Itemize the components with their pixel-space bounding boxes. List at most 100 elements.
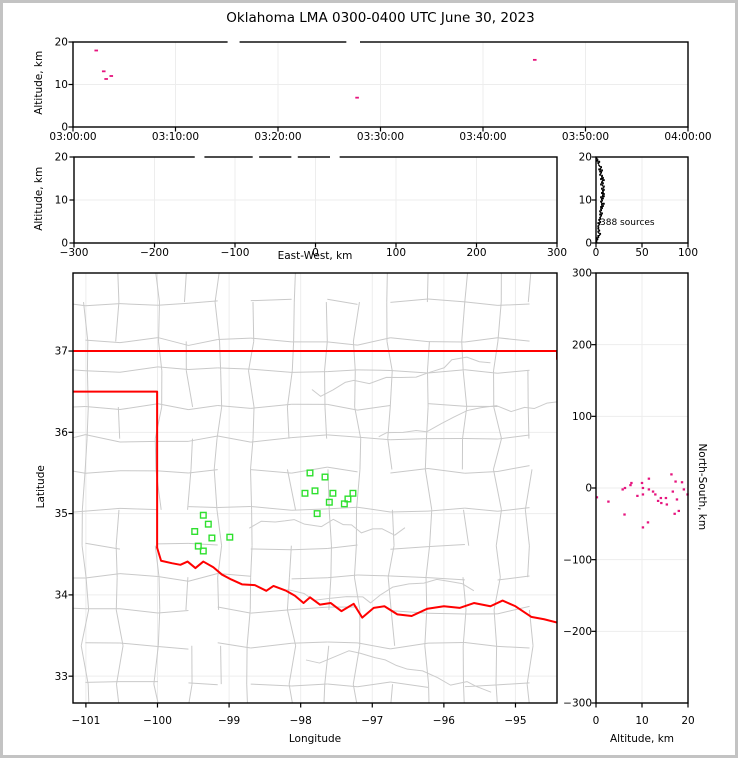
station-square xyxy=(208,534,216,542)
tick-label: −99 xyxy=(218,715,240,727)
altitude-histogram-panel: 0 50 100 0 10 20 xyxy=(579,152,698,259)
tick-label: 300 xyxy=(547,247,567,259)
ns-x-axis-label: Altitude, km xyxy=(609,733,674,745)
p2-ticks: −300 −200 −100 0 100 200 300 0 10 20 xyxy=(55,152,567,259)
tick-label: −97 xyxy=(361,715,383,727)
tick-label: 36 xyxy=(55,427,69,439)
ew-height-y-axis-label: Altitude, km xyxy=(33,166,46,231)
tick-label: 0 xyxy=(312,247,319,259)
tick-label: 03:10:00 xyxy=(152,131,199,143)
tick-label: 37 xyxy=(55,346,68,358)
tick-label: 20 xyxy=(55,37,68,49)
station-square xyxy=(329,489,337,497)
tick-label: −300 xyxy=(60,247,89,259)
tick-label: −101 xyxy=(71,715,100,727)
histogram-annotation: 388 sources xyxy=(600,218,655,228)
tick-label: 0 xyxy=(593,247,600,259)
tick-label: −100 xyxy=(563,554,592,566)
station-square xyxy=(306,469,314,477)
tick-label: 35 xyxy=(55,508,68,520)
tick-label: 0 xyxy=(585,483,592,495)
p5-ticks: 0 10 20 −300 −200 −100 0 100 200 300 xyxy=(563,268,695,727)
p3-histogram-line xyxy=(595,156,605,244)
station-square xyxy=(204,520,212,528)
station-square xyxy=(311,487,319,495)
p3-ticks: 0 50 100 0 10 20 xyxy=(579,152,698,259)
map-station-squares xyxy=(191,469,357,555)
station-square xyxy=(226,533,234,541)
tick-label: 0 xyxy=(61,122,68,134)
time-height-y-axis-label: Altitude, km xyxy=(33,50,46,115)
map-content xyxy=(73,273,557,703)
ew-height-panel: −300 −200 −100 0 100 200 300 0 10 20 xyxy=(55,152,567,259)
tick-label: 20 xyxy=(681,715,694,727)
tick-label: 10 xyxy=(635,715,648,727)
p5-source-points xyxy=(595,473,689,529)
p2-frame-gaps xyxy=(194,155,340,159)
p1-source-points xyxy=(94,49,537,99)
station-square xyxy=(325,498,333,506)
map-river-lines xyxy=(249,356,557,693)
tick-label: −300 xyxy=(563,698,592,710)
tick-label: 10 xyxy=(55,79,68,91)
tick-label: −200 xyxy=(563,626,592,638)
tick-label: −98 xyxy=(290,715,312,727)
map-frame xyxy=(72,272,558,704)
tick-label: 33 xyxy=(55,671,68,683)
p3-gridlines xyxy=(596,157,688,243)
station-square xyxy=(199,547,207,555)
station-square xyxy=(301,489,309,497)
tick-label: 03:30:00 xyxy=(357,131,404,143)
ew-height-x-axis-label: East-West, km xyxy=(277,250,353,262)
station-square xyxy=(313,510,321,518)
tick-label: 10 xyxy=(579,195,592,207)
p1-frame-gaps xyxy=(227,40,360,44)
p1-gridlines xyxy=(73,42,688,127)
station-square xyxy=(194,542,202,550)
tick-label: −200 xyxy=(140,247,169,259)
time-height-panel: 03:00:00 03:10:00 03:20:00 03:30:00 03:40:00… xyxy=(49,37,711,143)
map-ticks: −101 −100 −99 −98 −97 −96 −95 33 34 35 36 37 xyxy=(55,346,527,727)
tick-label: 20 xyxy=(55,152,68,164)
tick-label: 34 xyxy=(55,589,69,601)
tick-label: −100 xyxy=(221,247,250,259)
tick-label: 04:00:00 xyxy=(664,131,711,143)
station-square xyxy=(340,500,348,508)
station-square xyxy=(199,511,207,519)
tick-label: 03:00:00 xyxy=(49,131,96,143)
tick-label: 0 xyxy=(585,238,592,250)
map-panel: −101 −100 −99 −98 −97 −96 −95 33 34 35 36 37 xyxy=(55,272,558,727)
tick-label: −100 xyxy=(143,715,172,727)
tick-label: 0 xyxy=(593,715,600,727)
tick-label: 03:40:00 xyxy=(459,131,506,143)
p1-ticks: 03:00:00 03:10:00 03:20:00 03:30:00 03:40:00… xyxy=(49,37,711,143)
station-square xyxy=(321,473,329,481)
map-x-axis-label: Longitude xyxy=(288,733,342,745)
map-state-border xyxy=(73,350,557,624)
tick-label: 300 xyxy=(572,268,592,280)
station-square xyxy=(344,495,352,503)
tick-label: 100 xyxy=(572,411,592,423)
p2-gridlines xyxy=(74,157,557,243)
station-square xyxy=(349,489,357,497)
tick-label: 10 xyxy=(55,195,68,207)
map-county-lines xyxy=(73,273,534,703)
ns-y-axis-label: North-South, km xyxy=(695,443,708,531)
map-y-axis-label: Latitude xyxy=(35,465,48,509)
tick-label: 100 xyxy=(386,247,406,259)
station-square xyxy=(191,527,199,535)
tick-label: 100 xyxy=(678,247,698,259)
tick-label: 50 xyxy=(635,247,648,259)
tick-label: 200 xyxy=(572,339,592,351)
tick-label: 03:50:00 xyxy=(562,131,609,143)
tick-label: −96 xyxy=(433,715,455,727)
tick-label: 0 xyxy=(61,238,68,250)
tick-label: 200 xyxy=(466,247,486,259)
tick-label: 03:20:00 xyxy=(254,131,301,143)
ns-height-panel: 0 10 20 −300 −200 −100 0 100 200 300 xyxy=(563,268,695,727)
figure-title: Oklahoma LMA 0300-0400 UTC June 30, 2023 xyxy=(226,10,535,26)
tick-label: −95 xyxy=(504,715,526,727)
tick-label: 20 xyxy=(579,152,592,164)
